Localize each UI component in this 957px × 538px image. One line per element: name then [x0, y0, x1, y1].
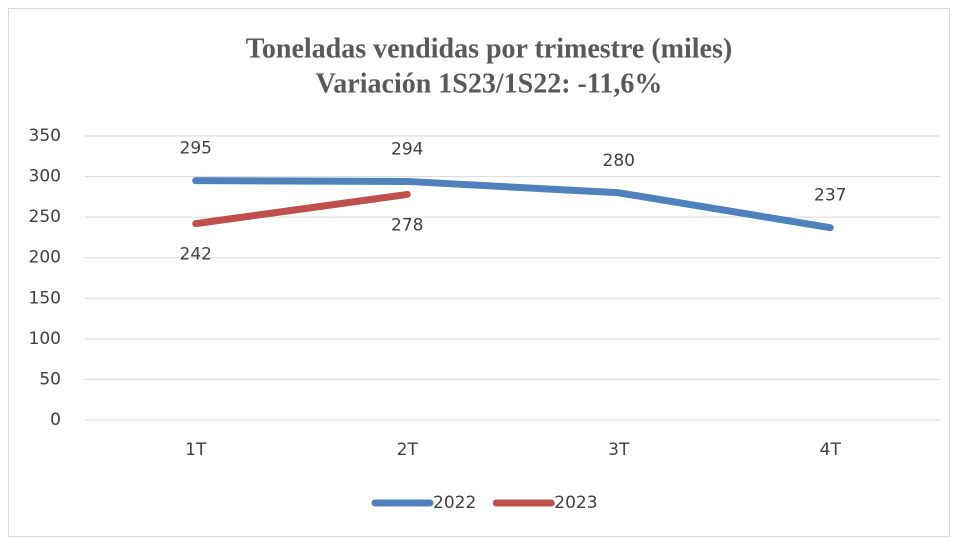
line-series — [192, 190, 411, 228]
data-label: 294 — [391, 139, 423, 159]
legend-label: 2022 — [433, 493, 476, 513]
y-tick-label: 200 — [29, 248, 61, 268]
data-label: 278 — [391, 215, 423, 235]
x-tick-label: 2T — [397, 440, 419, 460]
legend-label: 2023 — [554, 493, 597, 513]
chart-title: Toneladas vendidas por trimestre (miles) — [246, 33, 732, 64]
data-label: 280 — [603, 151, 635, 171]
x-tick-label: 1T — [185, 440, 207, 460]
y-tick-label: 0 — [50, 410, 61, 430]
chart-subtitle: Variación 1S23/1S22: -11,6% — [316, 68, 663, 99]
y-tick-label: 150 — [29, 288, 61, 308]
data-label: 295 — [180, 139, 212, 159]
y-tick-label: 300 — [29, 167, 61, 187]
x-tick-label: 3T — [608, 440, 630, 460]
data-label: 242 — [180, 245, 212, 265]
y-tick-label: 350 — [29, 126, 61, 146]
data-label: 237 — [814, 186, 846, 206]
y-tick-label: 100 — [29, 329, 61, 349]
y-tick-label: 50 — [39, 369, 61, 389]
chart-border — [8, 8, 950, 537]
line-series — [192, 177, 834, 232]
y-tick-label: 250 — [29, 207, 61, 227]
x-tick-label: 4T — [820, 440, 842, 460]
